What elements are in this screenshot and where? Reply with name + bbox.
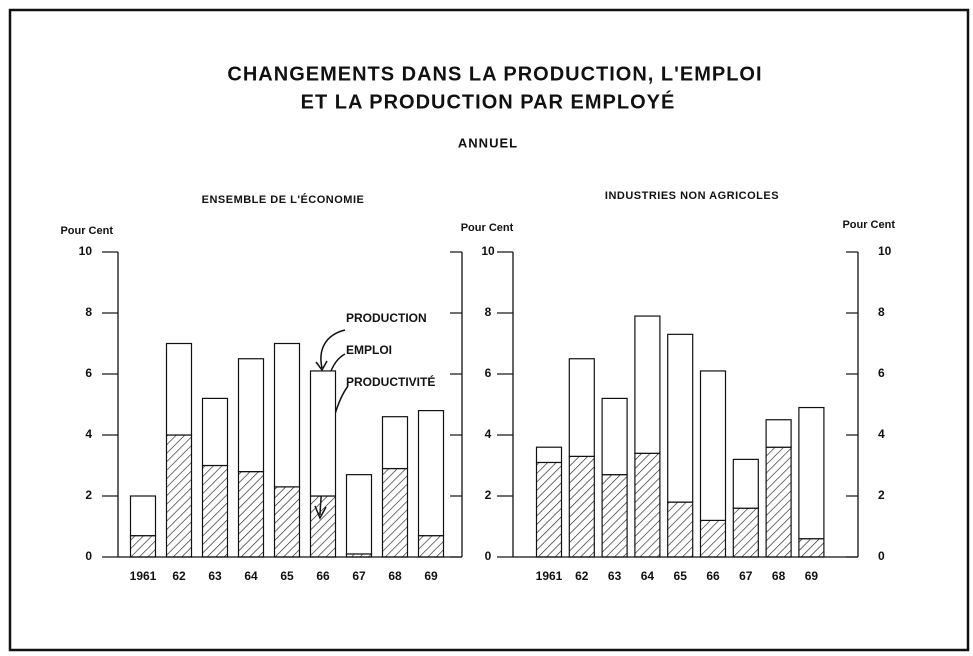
bar-segment: [765, 419, 792, 448]
axis-label: Pour Cent: [842, 219, 895, 231]
bar-segment: [634, 452, 661, 558]
y2-tick-label: 0: [485, 549, 492, 563]
x-tick-label: 66: [706, 569, 720, 583]
y-tick-label: 10: [79, 244, 93, 258]
x-tick-label: 69: [805, 569, 819, 583]
x-tick-label: 68: [772, 569, 786, 583]
y-tick-label: 8: [85, 305, 92, 319]
axis-label: Pour Cent: [60, 225, 113, 237]
bar-segment: [601, 397, 628, 476]
bar-segment: [732, 458, 759, 509]
x-tick-label: 1961: [536, 569, 563, 583]
x-tick-label: 65: [280, 569, 294, 583]
bar-segment: [417, 535, 445, 558]
y2-tick-label: 4: [878, 427, 885, 441]
x-tick-label: 68: [388, 569, 402, 583]
subtitle: ANNUEL: [458, 135, 518, 150]
y-tick-label: 2: [85, 488, 92, 502]
bar-segment: [273, 486, 301, 558]
y2-tick-label: 2: [878, 488, 885, 502]
y2-tick-label: 4: [485, 427, 492, 441]
bar-segment: [798, 406, 825, 540]
bar-segment: [273, 342, 301, 488]
bar-segment: [535, 461, 563, 558]
title-line: CHANGEMENTS DANS LA PRODUCTION, L'EMPLOI: [227, 63, 762, 85]
x-tick-label: 63: [608, 569, 622, 583]
y2-tick-label: 6: [878, 366, 885, 380]
y2-tick-label: 10: [481, 244, 495, 258]
bar-segment: [309, 495, 337, 558]
bar-segment: [568, 358, 595, 457]
bar-segment: [417, 410, 445, 537]
bar-segment: [237, 358, 265, 473]
y2-tick-label: 2: [485, 488, 492, 502]
y-tick-label: 0: [85, 549, 92, 563]
x-tick-label: 64: [641, 569, 655, 583]
x-tick-label: 62: [172, 569, 186, 583]
x-tick-label: 67: [739, 569, 753, 583]
x-tick-label: 1961: [130, 569, 157, 583]
axis-label: Pour Cent: [461, 222, 514, 234]
y2-tick-label: 10: [878, 244, 892, 258]
frame: [8, 8, 970, 652]
y-tick-label: 6: [85, 366, 92, 380]
bar-segment: [568, 455, 595, 558]
bar-segment: [535, 446, 563, 464]
bar-segment: [309, 370, 337, 497]
bar-segment: [699, 519, 727, 558]
bar-segment: [634, 315, 661, 454]
x-tick-label: 69: [424, 569, 438, 583]
x-tick-label: 64: [244, 569, 258, 583]
chart-title: ENSEMBLE DE L'ÉCONOMIE: [202, 193, 365, 206]
bar-segment: [667, 501, 694, 558]
bar-segment: [381, 416, 409, 470]
bar-segment: [201, 464, 229, 558]
bar-segment: [345, 474, 373, 555]
x-tick-label: 63: [208, 569, 222, 583]
bar-segment: [381, 467, 409, 558]
annotation: PRODUCTION: [346, 311, 427, 325]
bar-segment: [129, 495, 157, 537]
bar-segment: [601, 474, 628, 558]
x-tick-label: 65: [674, 569, 688, 583]
bar-segment: [732, 507, 759, 558]
y2-tick-label: 8: [485, 305, 492, 319]
x-tick-label: 67: [352, 569, 366, 583]
y2-tick-label: 6: [485, 366, 492, 380]
legend-label: PRODUCTIVITÉ: [346, 374, 435, 389]
bar-segment: [798, 538, 825, 558]
bar-segment: [201, 397, 229, 467]
x-tick-label: 62: [575, 569, 589, 583]
bar-segment: [165, 342, 193, 436]
bar-segment: [699, 370, 727, 522]
y2-tick-label: 0: [878, 549, 885, 563]
bar-segment: [667, 333, 694, 503]
x-tick-label: 66: [316, 569, 330, 583]
bar-segment: [765, 446, 792, 558]
chart-title: INDUSTRIES NON AGRICOLES: [605, 190, 779, 202]
title-line: ET LA PRODUCTION PAR EMPLOYÉ: [301, 90, 676, 113]
bar-segment: [129, 535, 157, 558]
y-tick-label: 4: [85, 427, 92, 441]
arrow: [315, 329, 346, 372]
legend-label: EMPLOI: [346, 343, 392, 357]
bar-segment: [237, 471, 265, 558]
bar-segment: [165, 434, 193, 558]
y2-tick-label: 8: [878, 305, 885, 319]
